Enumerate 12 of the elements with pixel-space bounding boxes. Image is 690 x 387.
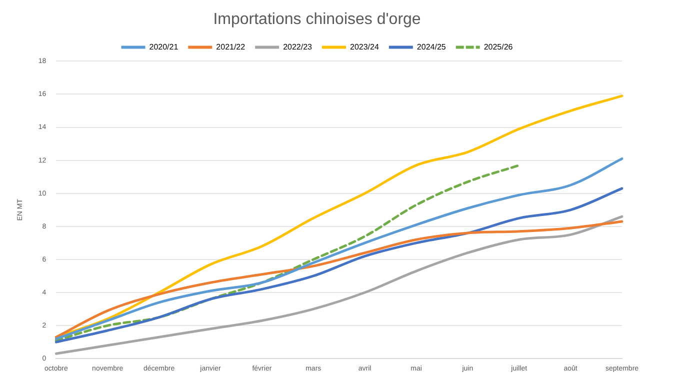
- legend-label: 2022/23: [283, 42, 313, 52]
- legend-label: 2024/25: [416, 42, 446, 52]
- line-series: [54, 157, 624, 340]
- legend-label: 2020/21: [149, 42, 179, 52]
- line-series: [54, 220, 624, 338]
- chart-title: Importations chinoises d'orge: [213, 11, 421, 28]
- line-series: [54, 164, 520, 342]
- legend-label: 2025/26: [484, 42, 514, 52]
- legend-label: 2021/22: [216, 42, 246, 52]
- line-series: [54, 187, 624, 344]
- legend-label: 2023/24: [350, 42, 380, 52]
- line-series: [54, 215, 624, 355]
